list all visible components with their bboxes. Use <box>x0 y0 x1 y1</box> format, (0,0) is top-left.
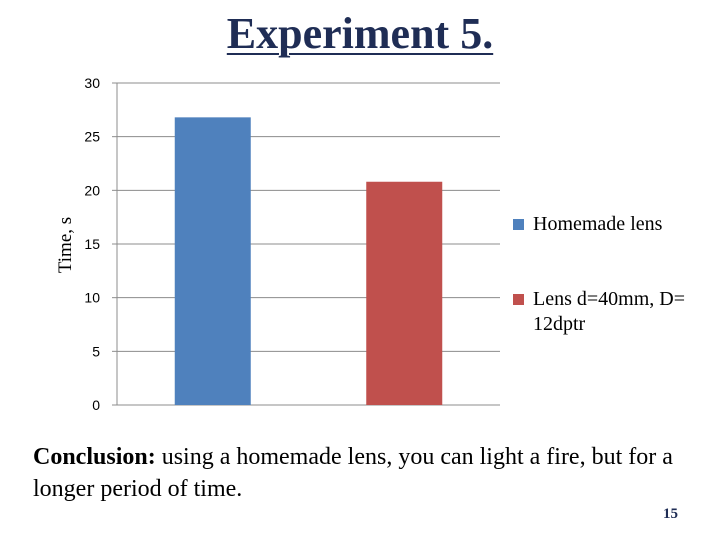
conclusion-label: Conclusion: <box>33 444 156 470</box>
slide-title: Experiment 5. <box>0 8 720 59</box>
legend-label: Homemade lens <box>533 213 663 235</box>
legend-label: Lens d=40mm, D= 12dptr <box>533 288 685 335</box>
legend-swatch <box>513 294 524 305</box>
page-number: 15 <box>663 506 678 522</box>
slide-title-text: Experiment 5. <box>226 9 494 58</box>
conclusion: Conclusion: using a homemade lens, you c… <box>33 441 703 505</box>
y-tick-label: 20 <box>84 182 100 198</box>
y-axis-ticks: 0 5 10 15 20 25 30 <box>84 75 117 413</box>
gridlines <box>116 82 500 406</box>
bars <box>174 117 443 405</box>
bar-0 <box>174 117 251 405</box>
y-tick-label: 25 <box>84 129 100 145</box>
conclusion-text: using a homemade lens, you can light a f… <box>33 444 673 502</box>
legend-swatch <box>513 219 524 230</box>
y-tick-label: 30 <box>84 75 100 91</box>
bar-1 <box>366 181 443 405</box>
y-tick-label: 5 <box>92 343 100 359</box>
y-tick-label: 10 <box>84 290 100 306</box>
y-tick-label: 0 <box>92 397 100 413</box>
y-tick-label: 15 <box>84 236 100 252</box>
